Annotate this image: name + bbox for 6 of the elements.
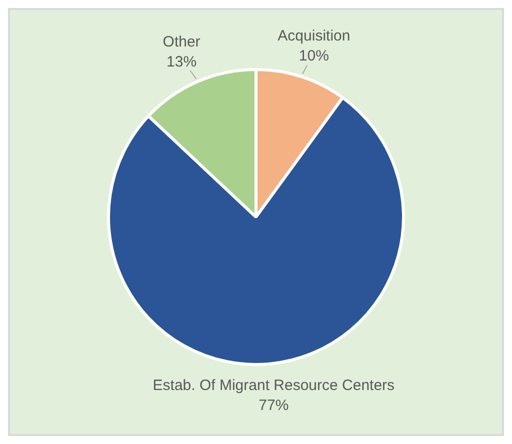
- slice-label: Estab. Of Migrant Resource Centers: [152, 376, 395, 394]
- data-label: 10%: [298, 47, 329, 64]
- data-label: 77%: [258, 396, 289, 414]
- slice-label: Acquisition: [278, 27, 350, 44]
- slice-label: Other: [162, 33, 200, 50]
- data-label: 13%: [166, 53, 197, 70]
